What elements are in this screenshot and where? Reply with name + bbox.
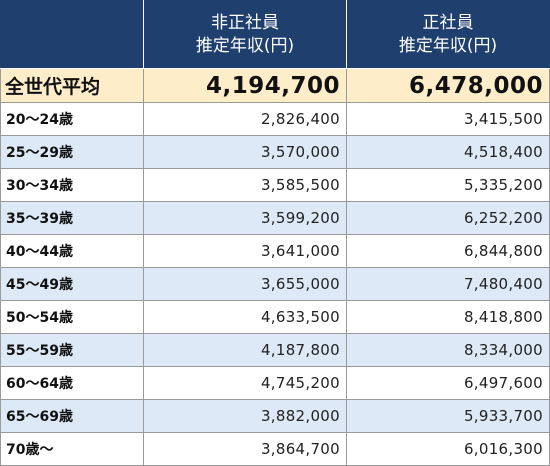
regular-salary: 5,933,700 — [346, 399, 550, 433]
table-row: 35～39歳 3,599,200 6,252,200 — [0, 201, 550, 235]
header-non-regular-line1: 非正社員 — [211, 12, 279, 33]
non-regular-salary: 2,826,400 — [143, 102, 347, 136]
table-row: 45～49歳 3,655,000 7,480,400 — [0, 267, 550, 301]
age-group-label: 70歳～ — [0, 432, 144, 466]
average-label: 全世代平均 — [0, 68, 144, 103]
table-row: 40～44歳 3,641,000 6,844,800 — [0, 234, 550, 268]
table-row: 25～29歳 3,570,000 4,518,400 — [0, 135, 550, 169]
table-row: 50～54歳 4,633,500 8,418,800 — [0, 300, 550, 334]
average-regular: 6,478,000 — [346, 68, 550, 103]
age-group-label: 20～24歳 — [0, 102, 144, 136]
age-group-label: 55～59歳 — [0, 333, 144, 367]
table-row: 30～34歳 3,585,500 5,335,200 — [0, 168, 550, 202]
non-regular-salary: 3,599,200 — [143, 201, 347, 235]
age-group-label: 30～34歳 — [0, 168, 144, 202]
age-group-label: 60～64歳 — [0, 366, 144, 400]
header-regular-line2: 推定年収(円) — [398, 35, 498, 56]
non-regular-salary: 3,585,500 — [143, 168, 347, 202]
table-row: 20～24歳 2,826,400 3,415,500 — [0, 102, 550, 136]
non-regular-salary: 3,882,000 — [143, 399, 347, 433]
regular-salary: 8,334,000 — [346, 333, 550, 367]
regular-salary: 6,016,300 — [346, 432, 550, 466]
age-group-label: 45～49歳 — [0, 267, 144, 301]
table-row: 65～69歳 3,882,000 5,933,700 — [0, 399, 550, 433]
regular-salary: 6,497,600 — [346, 366, 550, 400]
non-regular-salary: 3,864,700 — [143, 432, 347, 466]
average-non-regular: 4,194,700 — [143, 68, 347, 103]
non-regular-salary: 4,187,800 — [143, 333, 347, 367]
age-group-label: 25～29歳 — [0, 135, 144, 169]
regular-salary: 4,518,400 — [346, 135, 550, 169]
age-group-label: 65～69歳 — [0, 399, 144, 433]
regular-salary: 7,480,400 — [346, 267, 550, 301]
non-regular-salary: 4,745,200 — [143, 366, 347, 400]
table-header-row: 非正社員 推定年収(円) 正社員 推定年収(円) — [0, 0, 550, 69]
table-row: 60～64歳 4,745,200 6,497,600 — [0, 366, 550, 400]
non-regular-salary: 3,641,000 — [143, 234, 347, 268]
non-regular-salary: 4,633,500 — [143, 300, 347, 334]
average-row: 全世代平均 4,194,700 6,478,000 — [0, 68, 550, 103]
age-group-label: 35～39歳 — [0, 201, 144, 235]
header-non-regular: 非正社員 推定年収(円) — [143, 0, 347, 69]
regular-salary: 6,844,800 — [346, 234, 550, 268]
table-row: 55～59歳 4,187,800 8,334,000 — [0, 333, 550, 367]
header-corner-cell — [0, 0, 144, 69]
regular-salary: 8,418,800 — [346, 300, 550, 334]
age-group-label: 40～44歳 — [0, 234, 144, 268]
table-row: 70歳～ 3,864,700 6,016,300 — [0, 432, 550, 466]
non-regular-salary: 3,570,000 — [143, 135, 347, 169]
age-group-label: 50～54歳 — [0, 300, 144, 334]
regular-salary: 6,252,200 — [346, 201, 550, 235]
regular-salary: 3,415,500 — [346, 102, 550, 136]
regular-salary: 5,335,200 — [346, 168, 550, 202]
header-non-regular-line2: 推定年収(円) — [195, 35, 295, 56]
header-regular: 正社員 推定年収(円) — [346, 0, 550, 69]
header-regular-line1: 正社員 — [422, 12, 474, 33]
non-regular-salary: 3,655,000 — [143, 267, 347, 301]
